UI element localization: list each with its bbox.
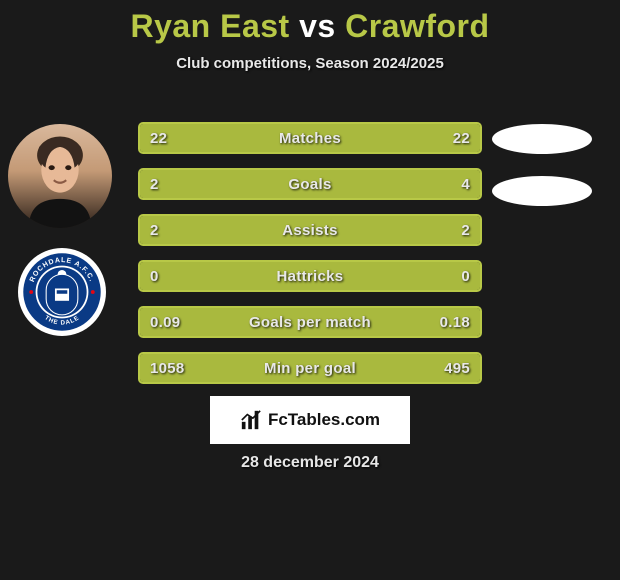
chart-icon [240,409,262,431]
club-badge: ROCHDALE A.F.C. THE DALE [18,248,106,336]
title-player2: Crawford [345,8,489,44]
player1-avatar [8,124,112,228]
stat-label: Goals [140,170,480,198]
stat-row: 22Matches22 [138,122,482,154]
title-player1: Ryan East [130,8,289,44]
date-text: 28 december 2024 [0,454,620,472]
stat-label: Assists [140,216,480,244]
club-badge-icon: ROCHDALE A.F.C. THE DALE [18,248,106,336]
page-title: Ryan East vs Crawford [0,0,620,45]
stat-value-right: 495 [444,354,470,382]
stat-label: Matches [140,124,480,152]
brand-box: FcTables.com [210,396,410,444]
stat-value-right: 2 [461,216,470,244]
stat-row: 0.09Goals per match0.18 [138,306,482,338]
stat-value-right: 0 [461,262,470,290]
stat-label: Min per goal [140,354,480,382]
left-avatar-column: ROCHDALE A.F.C. THE DALE [8,124,112,336]
right-blob-1 [492,124,592,154]
stat-value-right: 4 [461,170,470,198]
stat-value-right: 22 [453,124,470,152]
stat-value-right: 0.18 [440,308,470,336]
comparison-bars: 22Matches222Goals42Assists20Hattricks00.… [138,122,482,398]
stat-label: Goals per match [140,308,480,336]
right-blob-column [492,124,602,228]
stat-row: 2Assists2 [138,214,482,246]
stat-row: 2Goals4 [138,168,482,200]
stat-label: Hattricks [140,262,480,290]
stat-row: 0Hattricks0 [138,260,482,292]
person-icon [8,124,112,228]
stat-row: 1058Min per goal495 [138,352,482,384]
subtitle: Club competitions, Season 2024/2025 [0,55,620,72]
brand-text: FcTables.com [268,410,380,430]
right-blob-2 [492,176,592,206]
title-vs: vs [299,8,336,44]
